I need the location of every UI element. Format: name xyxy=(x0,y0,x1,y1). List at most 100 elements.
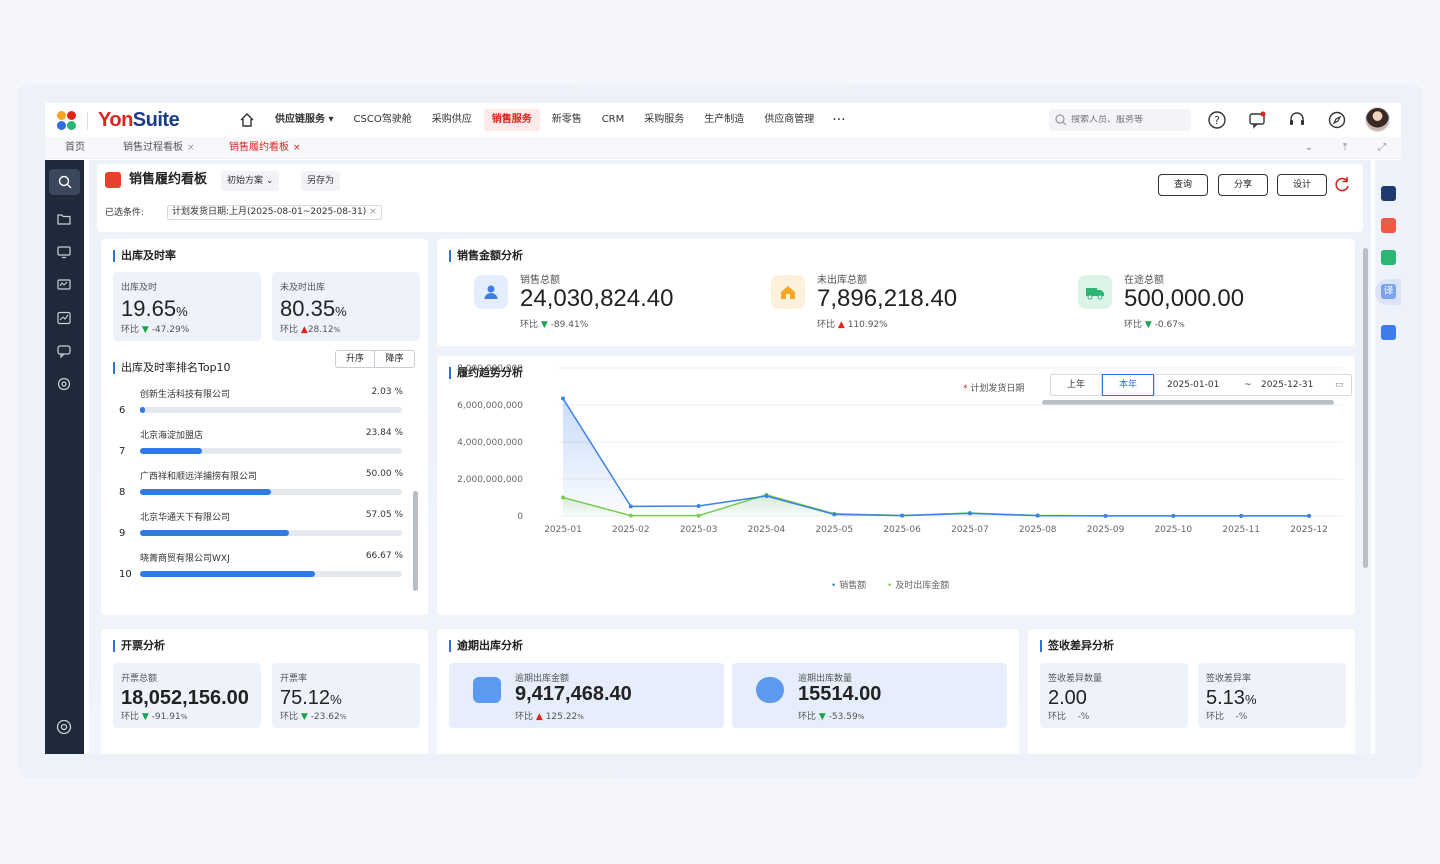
nav-crm[interactable]: CRM xyxy=(601,114,625,125)
query-button[interactable]: 查询 xyxy=(1158,174,1208,196)
pin-top-icon[interactable]: ⤒ xyxy=(1342,142,1348,153)
rank-number: 7 xyxy=(119,446,126,457)
data-point xyxy=(832,512,837,517)
search-input[interactable] xyxy=(1071,115,1181,125)
close-icon[interactable]: × xyxy=(293,143,301,153)
dashboard-icon[interactable] xyxy=(56,277,72,293)
briefcase-icon[interactable] xyxy=(1381,325,1396,340)
receipt-count-stat: 签收差异数量 2.00 环比 -% xyxy=(1040,663,1188,728)
this-year-button[interactable]: 本年 xyxy=(1102,374,1154,396)
logo-text: YonSuite xyxy=(98,109,180,131)
stat-label: 开票总额 xyxy=(121,674,158,684)
trend-line-chart: 8,000,000,000 6,000,000,000 4,000,000,000 2… xyxy=(457,364,1343,535)
tab-home[interactable]: 首页 xyxy=(65,142,85,153)
link-folder-icon[interactable] xyxy=(1381,250,1396,265)
calendar-icon[interactable]: ▭ xyxy=(1335,380,1344,390)
tab-sales-fulfillment[interactable]: 销售履约看板 × xyxy=(229,142,301,153)
settings-circle-icon[interactable] xyxy=(56,376,72,392)
avatar[interactable] xyxy=(1365,107,1390,132)
data-point xyxy=(1239,513,1244,518)
x-tick-label: 2025-11 xyxy=(1222,525,1260,535)
trend-title: 履约趋势分析 xyxy=(449,366,523,380)
gear-icon[interactable] xyxy=(56,719,72,735)
series-line-0 xyxy=(562,398,1309,517)
sort-desc-button[interactable]: 降序 xyxy=(375,350,415,368)
x-tick-label: 2025-09 xyxy=(1087,525,1125,535)
condition-tag[interactable]: 计划发货日期:上月(2025-08-01~2025-08-31) × xyxy=(167,205,382,220)
user-icon xyxy=(474,275,508,309)
nav-manufacturing[interactable]: 生产制造 xyxy=(704,114,745,125)
receipt-rate-stat: 签收差异率 5.13% 环比 -% xyxy=(1198,663,1346,728)
legend-timely-outbound[interactable]: • 及时出库金额 xyxy=(887,581,950,591)
date-to[interactable]: 2025-12-31 xyxy=(1261,380,1314,390)
stat-label: 开票率 xyxy=(280,674,308,684)
sort-asc-button[interactable]: 升序 xyxy=(335,350,375,368)
svg-text:?: ? xyxy=(1214,114,1220,127)
chevron-down-icon[interactable]: ⌄ xyxy=(1304,142,1314,153)
search-icon[interactable] xyxy=(49,169,80,195)
nav-supplier-mgmt[interactable]: 供应商管理 xyxy=(764,114,815,125)
nav-sales-service[interactable]: 销售服务 xyxy=(483,109,540,131)
fullscreen-icon[interactable]: ⤢ xyxy=(1378,142,1386,153)
scheme-select[interactable]: 初始方案 ⌄ xyxy=(221,171,280,191)
trend-card: 履约趋势分析 * 计划发货日期 上年 本年 2025-01-01 ~ 2025-… xyxy=(437,356,1355,615)
compass-icon[interactable] xyxy=(1327,110,1347,130)
chat-icon[interactable] xyxy=(56,343,72,359)
bag-icon[interactable] xyxy=(1381,218,1396,233)
date-range-picker[interactable]: 2025-01-01 ~ 2025-12-31 ▭ xyxy=(1154,374,1352,396)
stat-label: 逾期出库金额 xyxy=(515,674,570,684)
tab-bar: 首页 销售过程看板 × 销售履约看板 × ⌄ ⤒ ⤢ xyxy=(45,137,1401,159)
document-icon xyxy=(473,677,501,703)
message-icon[interactable] xyxy=(1247,110,1267,130)
rank-bar-track xyxy=(140,489,402,495)
page-scrollbar[interactable] xyxy=(1363,248,1368,568)
app-window: YonSuite 供应链服务 ▾ CSCO驾驶舱 采购供应 销售服务 新零售 C… xyxy=(45,103,1401,754)
close-icon[interactable]: × xyxy=(369,207,377,217)
legend-sales[interactable]: • 销售额 xyxy=(831,581,867,591)
more-icon[interactable]: ··· xyxy=(832,112,846,128)
arrow-down-icon: ▼ xyxy=(300,712,308,722)
stat-compare: 环比 ▼ -53.59% xyxy=(798,712,865,722)
headset-icon[interactable] xyxy=(1287,110,1307,130)
nav-procurement-service[interactable]: 采购服务 xyxy=(644,114,685,125)
share-button[interactable]: 分享 xyxy=(1218,174,1268,196)
money-value: 500,000.00 xyxy=(1124,285,1245,312)
nav-supply-chain[interactable]: 供应链服务 ▾ xyxy=(275,114,334,125)
home-icon[interactable] xyxy=(239,112,255,128)
rank-bar-fill xyxy=(140,407,146,413)
money-label: 在途总额 xyxy=(1124,275,1164,286)
rank-sort: 升序 降序 xyxy=(335,350,415,368)
global-search[interactable] xyxy=(1049,109,1191,131)
rank-percent: 57.05 % xyxy=(365,510,403,520)
data-point xyxy=(1307,513,1311,518)
receipt-title: 签收差异分析 xyxy=(1040,639,1114,653)
nav-procurement-supply[interactable]: 采购供应 xyxy=(431,114,472,125)
logo[interactable]: YonSuite xyxy=(57,109,180,132)
translate-icon[interactable]: 译 xyxy=(1375,279,1401,305)
overdue-title: 逾期出库分析 xyxy=(449,639,523,653)
rank-percent: 23.84 % xyxy=(365,428,403,438)
caret-down-icon: ▾ xyxy=(328,114,334,125)
date-scrollbar[interactable] xyxy=(1042,400,1334,405)
help-icon[interactable]: ? xyxy=(1207,110,1227,130)
save-as-button[interactable]: 另存为 xyxy=(301,171,341,191)
date-from[interactable]: 2025-01-01 xyxy=(1167,380,1220,390)
close-icon[interactable]: × xyxy=(187,143,195,153)
nav-csco[interactable]: CSCO驾驶舱 xyxy=(353,114,412,125)
nav-new-retail[interactable]: 新零售 xyxy=(551,114,582,125)
rank-name: 北京华通天下有限公司 xyxy=(140,513,231,523)
arrow-up-icon: ▲ xyxy=(300,325,308,335)
tab-sales-process[interactable]: 销售过程看板 × xyxy=(123,142,195,153)
last-year-button[interactable]: 上年 xyxy=(1050,374,1102,396)
arrow-down-icon: ▼ xyxy=(141,325,149,335)
design-button[interactable]: 设计 xyxy=(1277,174,1327,196)
chart-icon[interactable] xyxy=(56,310,72,326)
refresh-icon[interactable] xyxy=(1331,174,1353,196)
x-tick-label: 2025-02 xyxy=(612,525,650,535)
scrollbar[interactable] xyxy=(413,491,418,591)
x-tick-label: 2025-12 xyxy=(1290,525,1328,535)
robot-icon[interactable] xyxy=(1381,186,1396,201)
folder-icon[interactable] xyxy=(56,211,72,227)
x-tick-label: 2025-03 xyxy=(680,525,718,535)
monitor-icon[interactable] xyxy=(56,244,72,260)
